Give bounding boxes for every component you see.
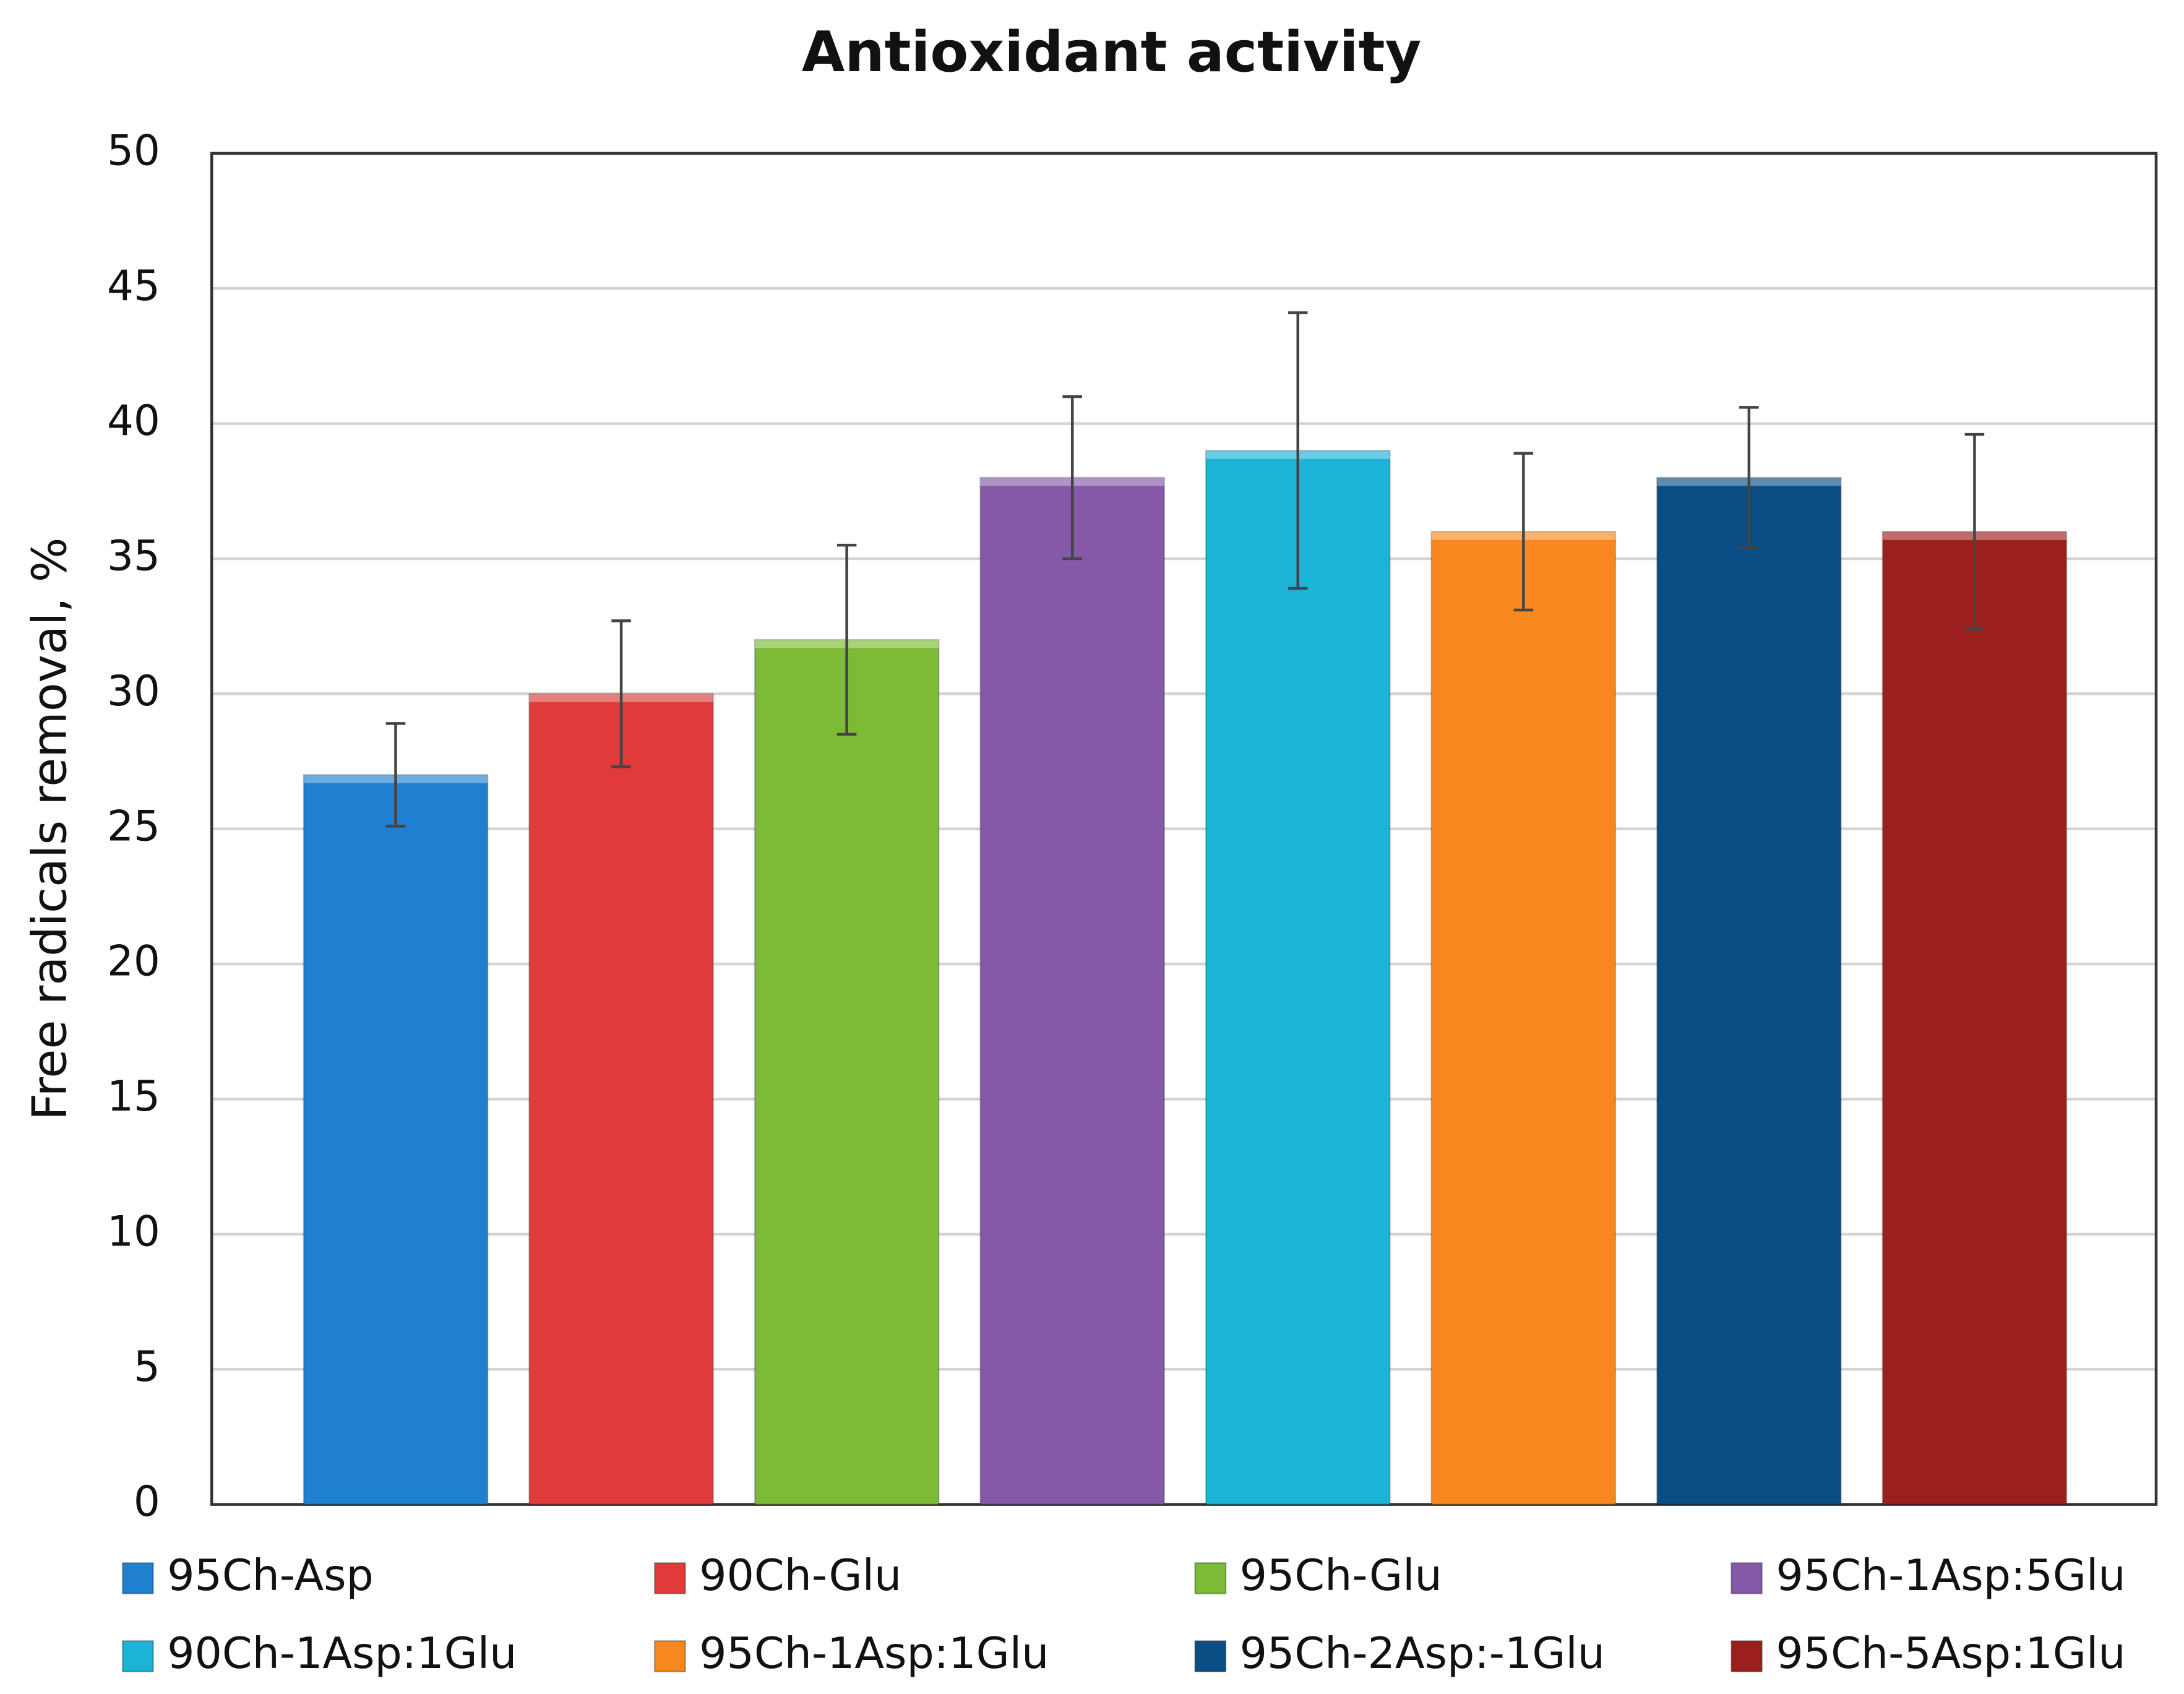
legend-swatch [653,1562,686,1594]
legend-label: 90Ch-1Asp:1Glu [167,1628,517,1679]
y-tick-label: 50 [107,126,160,174]
legend-swatch [653,1640,686,1672]
y-tick-label: 40 [107,396,160,445]
y-tick-label: 0 [134,1477,160,1526]
bar [1205,450,1391,1505]
legend-label: 95Ch-2Asp:-1Glu [1240,1628,1605,1679]
legend-swatch [1730,1562,1763,1594]
y-tick-label: 15 [107,1072,160,1120]
error-bar [836,543,857,736]
y-axis-label: Free radicals removal, % [23,538,78,1120]
bar [1430,531,1617,1505]
error-bar [1288,311,1308,590]
error-bar [1964,432,1985,630]
plot-border [210,152,2158,1506]
error-bar [385,722,406,828]
bar [1656,476,1842,1505]
legend-label: 95Ch-1Asp:5Glu [1776,1550,2125,1601]
legend-label: 95Ch-Glu [1240,1550,1442,1601]
legend-swatch [121,1640,154,1672]
legend-label: 95Ch-Asp [167,1550,374,1601]
error-bar [1062,395,1082,561]
y-tick-label: 20 [107,937,160,986]
bar [1881,531,2068,1505]
legend-label: 95Ch-5Asp:1Glu [1776,1628,2125,1679]
legend-label: 95Ch-1Asp:1Glu [699,1628,1049,1679]
bar [528,693,714,1505]
y-tick-label: 35 [107,531,160,580]
y-tick-label: 30 [107,666,160,715]
y-tick-label: 5 [134,1342,160,1391]
legend-swatch [1730,1640,1763,1672]
error-bar [611,619,631,768]
error-bar [1739,406,1759,549]
y-tick-label: 45 [107,261,160,310]
legend-swatch [121,1562,154,1594]
y-tick-label: 10 [107,1206,160,1255]
y-tick-label: 25 [107,801,160,850]
legend-swatch [1194,1562,1227,1594]
chart-title: Antioxidant activity [802,20,1422,85]
bar [303,774,489,1505]
bar [979,476,1165,1505]
bar [754,638,940,1505]
legend-swatch [1194,1640,1227,1672]
error-bar [1513,452,1534,612]
legend-label: 90Ch-Glu [699,1550,901,1601]
